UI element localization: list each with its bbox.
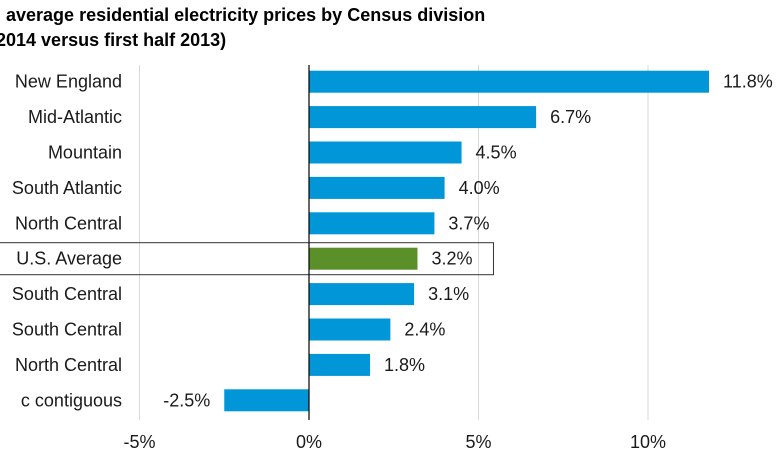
chart-title: e in average residential electricity pri…: [0, 3, 750, 53]
category-label: c contiguous: [21, 390, 122, 410]
data-label: 1.8%: [384, 355, 425, 375]
bar: [309, 247, 418, 270]
bar: [309, 353, 371, 376]
data-label: 3.2%: [431, 249, 472, 269]
x-tick-label: -5%: [123, 432, 155, 452]
bar: [309, 106, 537, 129]
data-label: 3.7%: [448, 213, 489, 233]
bar: [309, 141, 462, 164]
data-label: 2.4%: [404, 320, 445, 340]
category-label: New England: [15, 72, 122, 92]
category-label: South Central: [12, 284, 122, 304]
bar: [309, 212, 435, 235]
bar: [309, 318, 391, 341]
data-label: 4.0%: [459, 178, 500, 198]
chart-title-line-1: e in average residential electricity pri…: [0, 5, 486, 25]
category-label: U.S. Average: [16, 249, 122, 269]
highlight-box: [0, 242, 494, 276]
chart-title-line-2: alf 2014 versus first half 2013): [0, 30, 227, 50]
bar: [309, 176, 445, 199]
bar: [309, 283, 415, 306]
category-label: North Central: [15, 355, 122, 375]
bar: [224, 389, 309, 412]
x-tick-label: 0%: [296, 432, 322, 452]
category-label: Mountain: [48, 143, 122, 163]
data-label: 4.5%: [476, 143, 517, 163]
data-label: -2.5%: [163, 390, 210, 410]
category-label: North Central: [15, 213, 122, 233]
data-label: 11.8%: [723, 72, 773, 92]
x-tick-label: 5%: [465, 432, 491, 452]
category-label: Mid-Atlantic: [28, 107, 122, 127]
category-label: South Central: [12, 320, 122, 340]
data-label: 3.1%: [428, 284, 469, 304]
data-label: 6.7%: [550, 107, 591, 127]
category-label: South Atlantic: [12, 178, 122, 198]
bar: [309, 70, 710, 93]
x-tick-label: 10%: [630, 432, 666, 452]
